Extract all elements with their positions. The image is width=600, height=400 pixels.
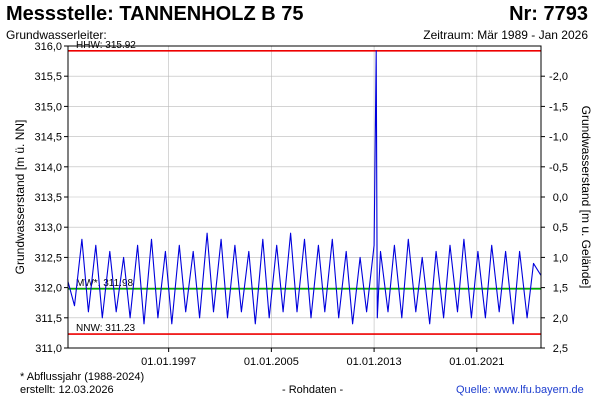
y-tick-label: 312,0 (34, 283, 62, 295)
y-right-axis-title: Grundwasserstand [m u. Gelände] (579, 106, 593, 289)
y-tick-label: 311,0 (35, 343, 62, 355)
y-right-tick-label: -2,0 (549, 71, 568, 83)
aquifer-label: Grundwasserleiter: (6, 28, 107, 42)
y-tick-label: 315,5 (34, 71, 62, 83)
x-tick-label: 01.01.2021 (449, 356, 504, 368)
y-right-tick-label: 1,0 (553, 252, 568, 264)
y-right-tick-label: 2,0 (553, 313, 568, 325)
y-right-tick-label: 2,5 (553, 343, 568, 355)
y-tick-label: 314,0 (34, 162, 62, 174)
station-number: Nr: 7793 (509, 3, 588, 25)
plot-frame (67, 45, 542, 349)
y-tick-label: 312,5 (34, 252, 62, 264)
y-tick-label: 311,5 (35, 313, 62, 325)
station-title: Messstelle: TANNENHOLZ B 75 (6, 3, 304, 25)
period-label: Zeitraum: Mär 1989 - Jan 2026 (423, 28, 588, 42)
y-tick-label: 313,5 (34, 192, 62, 204)
raw-data-label: - Rohdaten - (282, 384, 344, 396)
created-date: erstellt: 12.03.2026 (20, 384, 114, 396)
x-tick-label: 01.01.2013 (347, 356, 402, 368)
y-right-tick-label: 1,5 (553, 283, 568, 295)
y-right-tick-label: 0,0 (553, 192, 568, 204)
reference-label: MW*: 311.98 (76, 278, 133, 289)
y-tick-label: 316,0 (34, 41, 62, 53)
y-right-tick-label: -0,5 (549, 162, 568, 174)
y-tick-label: 313,0 (34, 222, 62, 234)
groundwater-level-line (67, 50, 542, 325)
y-axis-title: Grundwasserstand [m ü. NN] (13, 120, 27, 275)
y-tick-label: 314,5 (34, 132, 62, 144)
source-link[interactable]: Quelle: www.lfu.bayern.de (456, 384, 584, 396)
reference-label: HHW: 315.92 (76, 40, 136, 51)
y-right-tick-label: -1,0 (549, 132, 568, 144)
hydrological-year-note: * Abflussjahr (1988-2024) (20, 371, 145, 383)
y-tick-label: 315,0 (34, 101, 62, 113)
y-right-tick-label: -1,5 (549, 101, 568, 113)
reference-label: NNW: 311.23 (76, 323, 136, 334)
x-tick-label: 01.01.1997 (141, 356, 196, 368)
x-tick-label: 01.01.2005 (244, 356, 299, 368)
y-right-tick-label: 0,5 (553, 222, 568, 234)
